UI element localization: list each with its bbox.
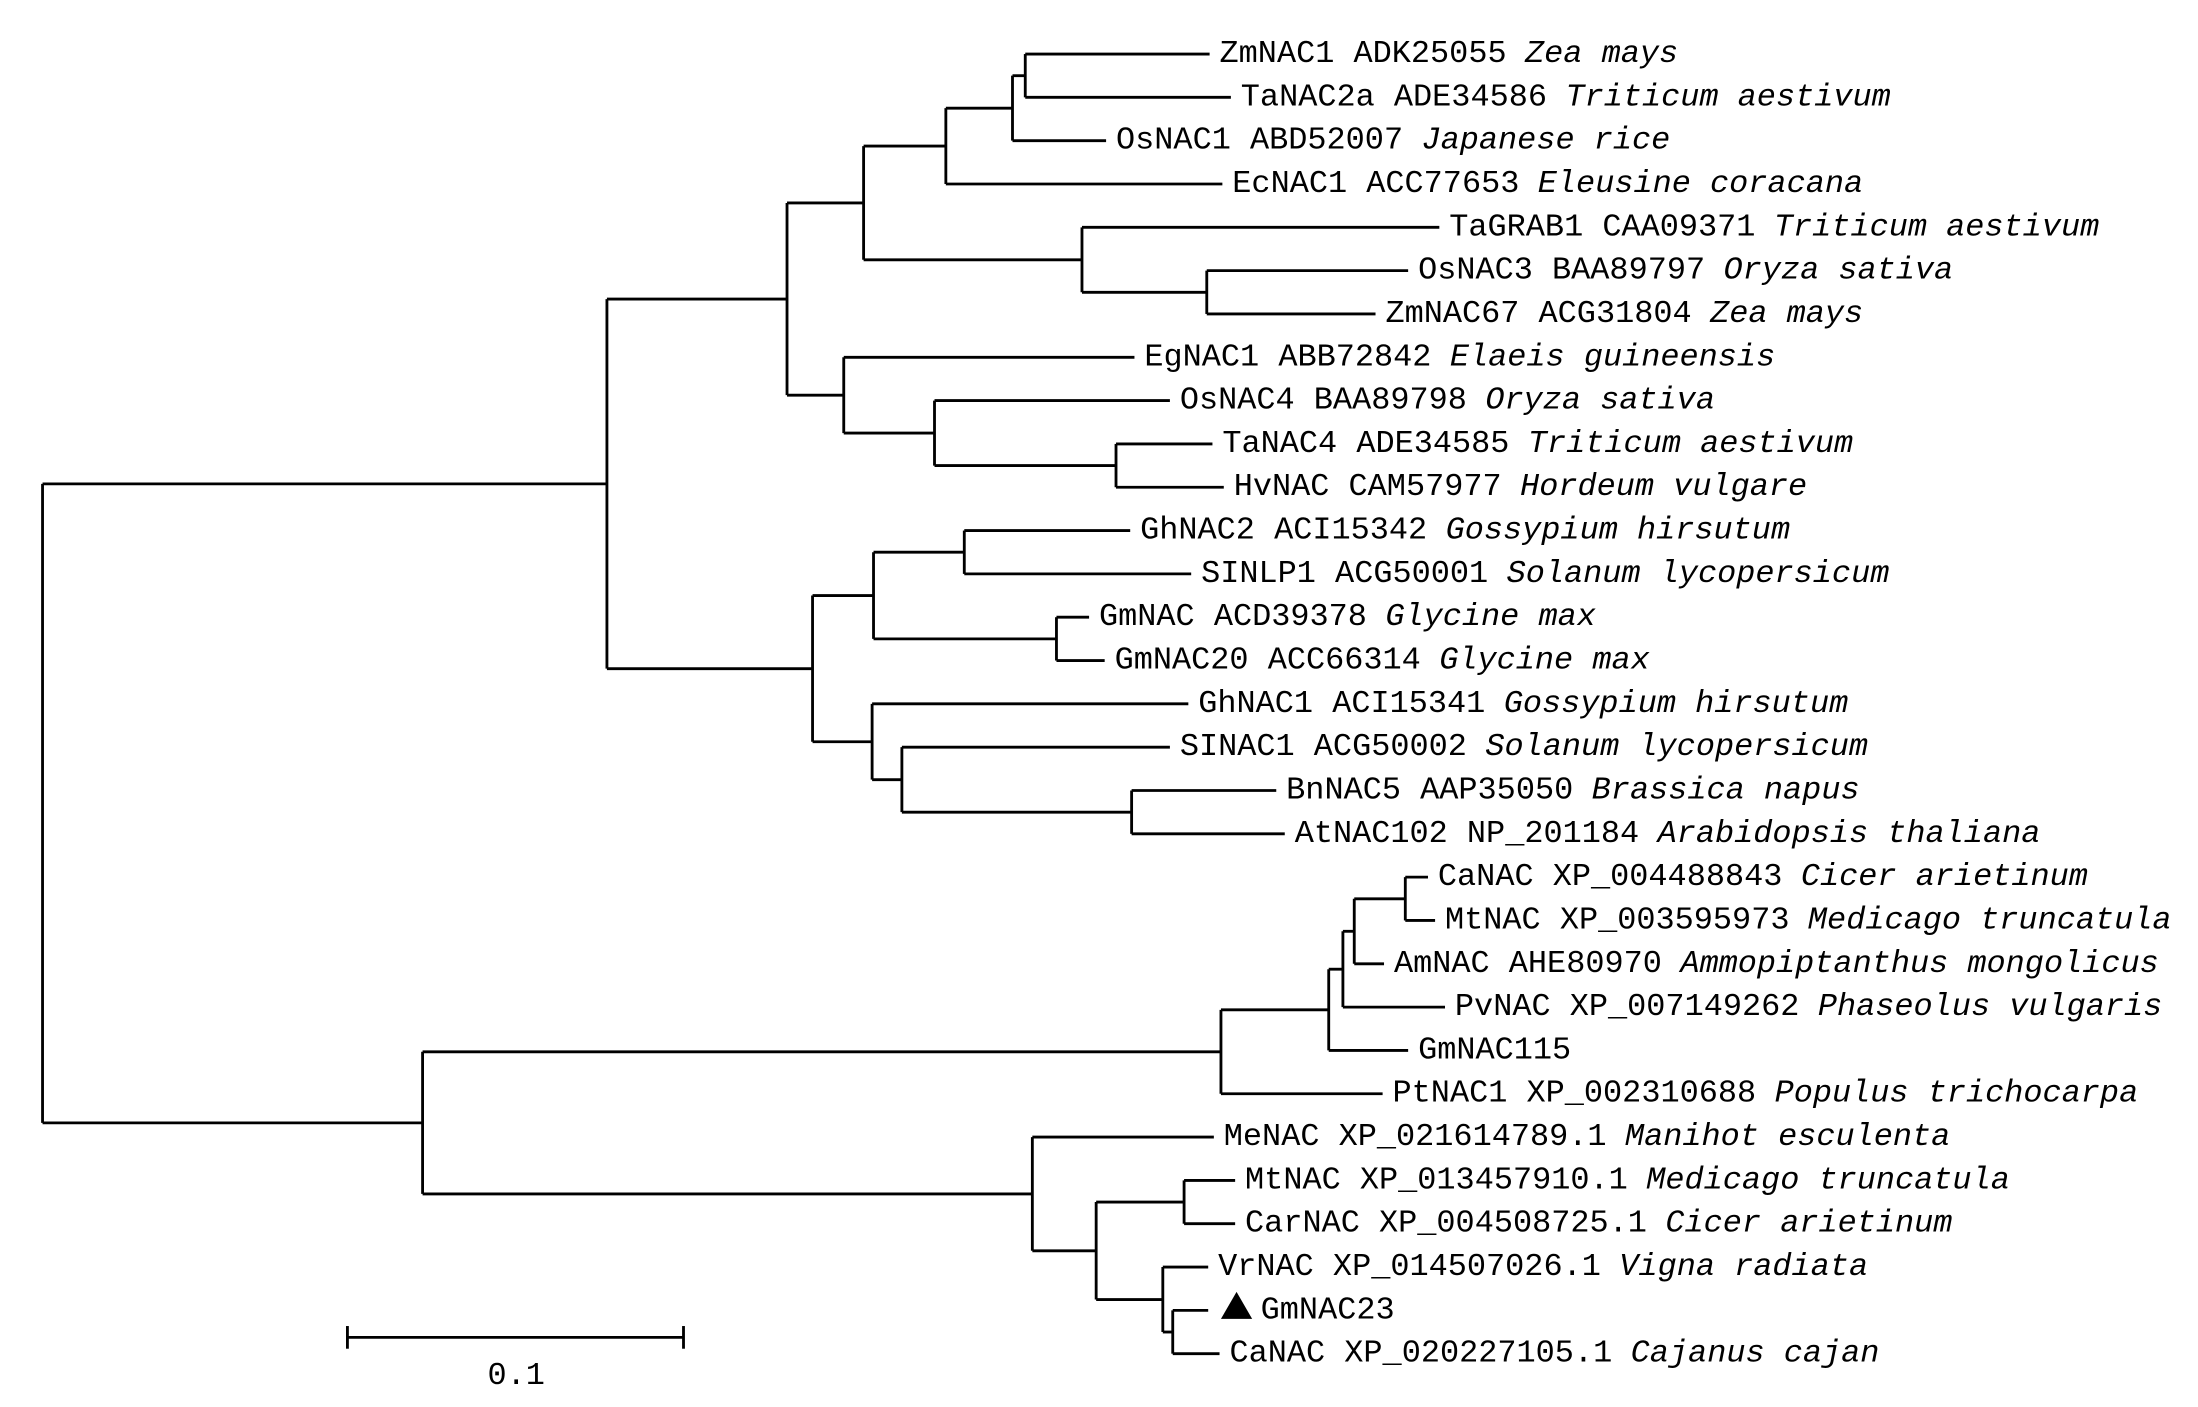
species-name: Cicer arietinum bbox=[1801, 859, 2088, 896]
taxon-name: GhNAC1 ACI15341 bbox=[1198, 685, 1485, 722]
leaf-label: EcNAC1 ACC77653 Eleusine coracana bbox=[1232, 165, 1863, 202]
taxon-name: ZmNAC1 ADK25055 bbox=[1220, 35, 1507, 72]
taxon-name: VrNAC XP_014507026.1 bbox=[1218, 1248, 1601, 1285]
leaf-label: ZmNAC67 ACG31804 Zea mays bbox=[1385, 295, 1863, 332]
leaf-label: EgNAC1 ABB72842 Elaeis guineensis bbox=[1144, 339, 1775, 376]
species-name: Gossypium hirsutum bbox=[1504, 685, 1848, 722]
scale-bar-label: 0.1 bbox=[487, 1357, 544, 1394]
leaf-label: AtNAC102 NP_201184 Arabidopsis thaliana bbox=[1295, 815, 2041, 852]
taxon-name: CaNAC XP_004488843 bbox=[1438, 859, 1782, 896]
leaf-label: MtNAC XP_013457910.1 Medicago truncatula bbox=[1245, 1162, 2010, 1199]
species-name: Vigna radiata bbox=[1619, 1248, 1868, 1285]
species-name: Eleusine coracana bbox=[1538, 165, 1863, 202]
taxon-name: MeNAC XP_021614789.1 bbox=[1224, 1118, 1607, 1155]
leaf-label: MtNAC XP_003595973 Medicago truncatula bbox=[1445, 902, 2172, 939]
species-name: Oryza sativa bbox=[1485, 382, 1715, 419]
leaf-label: GmNAC ACD39378 Glycine max bbox=[1099, 599, 1596, 636]
species-name: Gossypium hirsutum bbox=[1446, 512, 1790, 549]
taxon-name: GhNAC2 ACI15342 bbox=[1140, 512, 1427, 549]
species-name: Zea mays bbox=[1709, 295, 1863, 332]
taxon-name: OsNAC1 ABD52007 bbox=[1116, 122, 1403, 159]
species-name: Medicago truncatula bbox=[1808, 902, 2172, 939]
species-name: Ammopiptanthus mongolicus bbox=[1678, 945, 2158, 982]
species-name: Cajanus cajan bbox=[1631, 1335, 1880, 1372]
taxon-name: BnNAC5 AAP35050 bbox=[1286, 772, 1573, 809]
taxon-name: GmNAC20 ACC66314 bbox=[1115, 642, 1421, 679]
species-name: Japanese rice bbox=[1422, 122, 1671, 159]
leaf-label: CarNAC XP_004508725.1 Cicer arietinum bbox=[1245, 1205, 1952, 1242]
species-name: Brassica napus bbox=[1592, 772, 1860, 809]
taxon-name: MtNAC XP_003595973 bbox=[1445, 902, 1789, 939]
leaf-label: GhNAC2 ACI15342 Gossypium hirsutum bbox=[1140, 512, 1790, 549]
taxon-name: CarNAC XP_004508725.1 bbox=[1245, 1205, 1647, 1242]
leaf-label: HvNAC CAM57977 Hordeum vulgare bbox=[1234, 469, 1807, 506]
leaf-label: GmNAC23 bbox=[1261, 1292, 1395, 1329]
leaf-label: CaNAC XP_020227105.1 Cajanus cajan bbox=[1229, 1335, 1879, 1372]
taxon-name: TaNAC2a ADE34586 bbox=[1241, 79, 1547, 116]
taxon-name: AmNAC AHE80970 bbox=[1394, 945, 1662, 982]
leaf-label: OsNAC3 BAA89797 Oryza sativa bbox=[1418, 252, 1953, 289]
taxon-name: GmNAC115 bbox=[1418, 1032, 1571, 1069]
leaf-label: PtNAC1 XP_002310688 Populus trichocarpa bbox=[1393, 1075, 2139, 1112]
taxon-name: GmNAC ACD39378 bbox=[1099, 599, 1367, 636]
species-name: Triticum aestivum bbox=[1528, 425, 1853, 462]
taxon-name: EcNAC1 ACC77653 bbox=[1232, 165, 1519, 202]
leaf-label: TaGRAB1 CAA09371 Triticum aestivum bbox=[1449, 209, 2099, 246]
leaf-label: OsNAC4 BAA89798 Oryza sativa bbox=[1180, 382, 1715, 419]
species-name: Hordeum vulgare bbox=[1520, 469, 1807, 506]
species-name: Manihot esculenta bbox=[1625, 1118, 1950, 1155]
leaf-label: GhNAC1 ACI15341 Gossypium hirsutum bbox=[1198, 685, 1848, 722]
taxon-name: GmNAC23 bbox=[1261, 1292, 1395, 1329]
species-name: Solanum lycopersicum bbox=[1507, 555, 1890, 592]
species-name: Medicago truncatula bbox=[1646, 1162, 2010, 1199]
taxon-name: OsNAC3 BAA89797 bbox=[1418, 252, 1705, 289]
species-name: Triticum aestivum bbox=[1565, 79, 1890, 116]
leaf-label: VrNAC XP_014507026.1 Vigna radiata bbox=[1218, 1248, 1868, 1285]
taxon-name: HvNAC CAM57977 bbox=[1234, 469, 1502, 506]
taxon-name: AtNAC102 NP_201184 bbox=[1295, 815, 1639, 852]
species-name: Triticum aestivum bbox=[1774, 209, 2099, 246]
leaf-label: ZmNAC1 ADK25055 Zea mays bbox=[1220, 35, 1679, 72]
taxon-name: CaNAC XP_020227105.1 bbox=[1229, 1335, 1612, 1372]
taxon-name: TaNAC4 ADE34585 bbox=[1222, 425, 1509, 462]
taxon-name: PtNAC1 XP_002310688 bbox=[1393, 1075, 1757, 1112]
species-name: Phaseolus vulgaris bbox=[1818, 989, 2162, 1026]
leaf-label: SINLP1 ACG50001 Solanum lycopersicum bbox=[1201, 555, 1889, 592]
leaf-label: GmNAC20 ACC66314 Glycine max bbox=[1115, 642, 1650, 679]
species-name: Oryza sativa bbox=[1724, 252, 1954, 289]
taxon-name: MtNAC XP_013457910.1 bbox=[1245, 1162, 1628, 1199]
taxon-name: OsNAC4 BAA89798 bbox=[1180, 382, 1467, 419]
leaf-label: OsNAC1 ABD52007 Japanese rice bbox=[1116, 122, 1670, 159]
leaf-label: PvNAC XP_007149262 Phaseolus vulgaris bbox=[1455, 989, 2162, 1026]
taxon-name: SINLP1 ACG50001 bbox=[1201, 555, 1488, 592]
leaf-label: TaNAC4 ADE34585 Triticum aestivum bbox=[1222, 425, 1853, 462]
taxon-name: EgNAC1 ABB72842 bbox=[1144, 339, 1431, 376]
leaf-label: AmNAC AHE80970 Ammopiptanthus mongolicus bbox=[1394, 945, 2159, 982]
highlight-marker bbox=[1220, 1291, 1253, 1319]
leaf-label: CaNAC XP_004488843 Cicer arietinum bbox=[1438, 859, 2088, 896]
leaf-label: GmNAC115 bbox=[1418, 1032, 1571, 1069]
leaf-label: BnNAC5 AAP35050 Brassica napus bbox=[1286, 772, 1859, 809]
leaf-label: MeNAC XP_021614789.1 Manihot esculenta bbox=[1224, 1118, 1951, 1155]
leaf-label: SINAC1 ACG50002 Solanum lycopersicum bbox=[1180, 729, 1868, 766]
taxon-name: ZmNAC67 ACG31804 bbox=[1385, 295, 1691, 332]
species-name: Glycine max bbox=[1439, 642, 1650, 679]
taxon-name: SINAC1 ACG50002 bbox=[1180, 729, 1467, 766]
species-name: Cicer arietinum bbox=[1665, 1205, 1952, 1242]
species-name: Glycine max bbox=[1385, 599, 1596, 636]
species-name: Solanum lycopersicum bbox=[1485, 729, 1868, 766]
taxon-name: PvNAC XP_007149262 bbox=[1455, 989, 1799, 1026]
species-name: Arabidopsis thaliana bbox=[1656, 815, 2041, 852]
species-name: Elaeis guineensis bbox=[1450, 339, 1775, 376]
species-name: Populus trichocarpa bbox=[1775, 1075, 2139, 1112]
taxon-name: TaGRAB1 CAA09371 bbox=[1449, 209, 1755, 246]
species-name: Zea mays bbox=[1524, 35, 1678, 72]
leaf-label: TaNAC2a ADE34586 Triticum aestivum bbox=[1241, 79, 1891, 116]
